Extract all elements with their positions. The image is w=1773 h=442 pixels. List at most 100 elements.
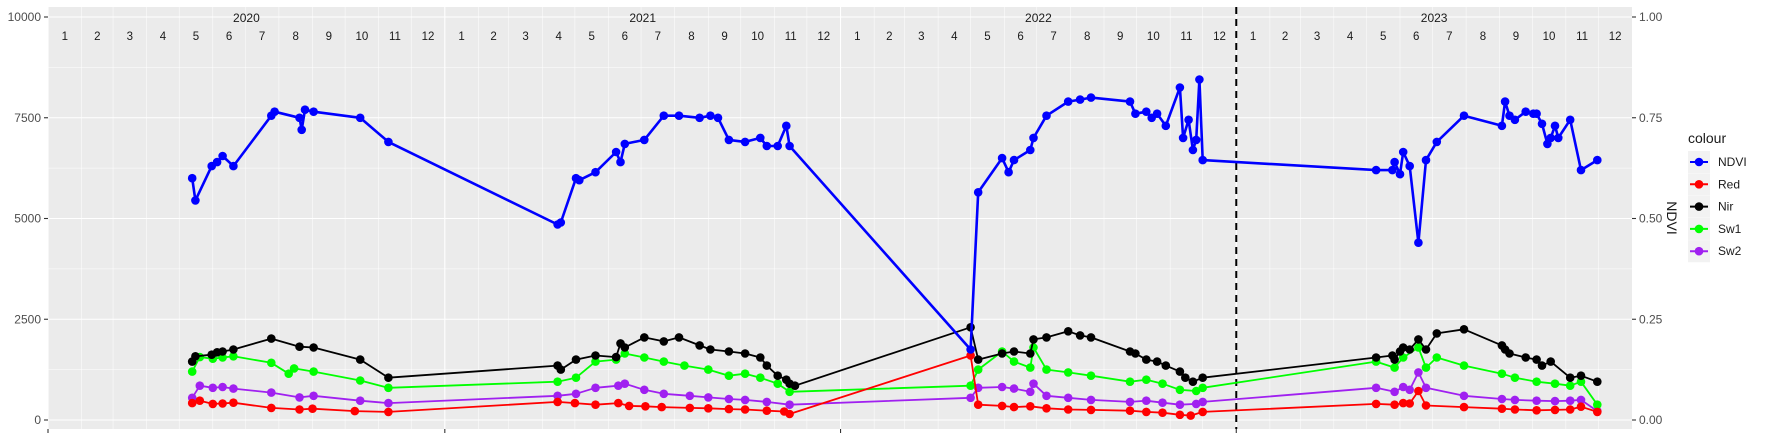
data-point (1459, 402, 1469, 412)
data-point (1390, 400, 1399, 410)
data-point (1554, 133, 1563, 143)
data-point (1521, 353, 1530, 362)
data-point (208, 383, 218, 393)
data-point (640, 353, 649, 362)
month-label: 7 (655, 31, 661, 43)
data-point (674, 333, 684, 342)
data-point (740, 349, 750, 358)
data-point (591, 167, 600, 177)
data-point (1158, 379, 1167, 389)
legend-item-ndvi: NDVI (1688, 151, 1747, 173)
data-point (355, 396, 365, 406)
data-point (1532, 355, 1541, 364)
month-label: 5 (193, 31, 199, 43)
month-label: 1 (854, 31, 860, 43)
data-point (640, 385, 649, 395)
data-point (1152, 357, 1162, 366)
data-point (1398, 147, 1408, 157)
month-label: 12 (1213, 31, 1226, 43)
month-label: 4 (1347, 31, 1354, 43)
data-point (611, 352, 621, 362)
data-point (553, 397, 562, 407)
data-point (1576, 395, 1586, 405)
month-label: 4 (555, 31, 562, 43)
data-point (1550, 121, 1560, 131)
data-point (1432, 329, 1442, 338)
data-point (1421, 345, 1431, 354)
month-label: 3 (127, 31, 133, 43)
data-point (724, 404, 734, 414)
data-point (1459, 325, 1469, 334)
data-point (571, 355, 581, 364)
data-point (620, 343, 630, 352)
data-point (1390, 363, 1399, 372)
data-point (1191, 386, 1201, 396)
month-label: 11 (1576, 31, 1588, 43)
month-label: 11 (785, 31, 797, 43)
data-point (1510, 395, 1520, 405)
month-label: 12 (1609, 31, 1622, 43)
data-point (284, 369, 294, 379)
data-point (1537, 119, 1547, 129)
data-point (611, 147, 621, 157)
legend-label: Red (1718, 177, 1740, 191)
data-point (785, 400, 794, 410)
data-point (350, 406, 360, 416)
month-label: 2 (490, 31, 496, 43)
data-point (1593, 400, 1602, 410)
month-label: 1 (1250, 31, 1256, 43)
data-point (1576, 371, 1586, 381)
data-point (591, 400, 600, 410)
data-point (657, 402, 666, 412)
data-point (208, 399, 218, 409)
y2-tick-label: 0.50 (1639, 212, 1663, 226)
month-label: 2 (94, 31, 100, 43)
data-point (1565, 373, 1575, 383)
data-point (1565, 396, 1575, 406)
data-point (740, 369, 750, 379)
data-point (1532, 377, 1541, 387)
data-point (1593, 407, 1602, 417)
data-point (1497, 404, 1507, 414)
month-label: 12 (817, 31, 830, 43)
data-point (1161, 361, 1171, 370)
legend-label: NDVI (1718, 155, 1747, 169)
data-point (1405, 345, 1414, 354)
data-point (966, 351, 975, 360)
data-point (762, 406, 772, 416)
data-point (355, 355, 365, 364)
data-point (218, 382, 227, 392)
data-point (640, 135, 649, 145)
data-point (1086, 93, 1096, 102)
data-point (1142, 107, 1151, 116)
data-point (1510, 115, 1520, 125)
data-point (267, 403, 276, 413)
data-point (773, 379, 782, 389)
data-point (997, 153, 1007, 163)
data-point (640, 333, 649, 342)
data-point (1497, 394, 1507, 404)
month-label: 6 (1413, 31, 1419, 43)
month-label: 3 (918, 31, 924, 43)
data-point (724, 135, 734, 145)
data-point (267, 334, 276, 343)
month-label: 8 (1084, 31, 1090, 43)
series-line (191, 354, 1598, 417)
series-ndvi (187, 75, 1602, 354)
data-point (384, 137, 393, 147)
data-point (570, 398, 580, 408)
y2-tick-label: 1.00 (1639, 10, 1663, 24)
legend-label: Sw1 (1718, 222, 1742, 236)
data-point (289, 364, 299, 373)
data-point (614, 398, 623, 408)
data-point (1131, 109, 1140, 118)
data-point (1158, 398, 1167, 408)
year-label: 2020 (233, 11, 260, 25)
data-point (620, 349, 630, 358)
data-point (674, 111, 684, 120)
month-label: 11 (389, 31, 401, 43)
data-point (1191, 135, 1201, 145)
data-point (267, 388, 276, 397)
data-point (659, 111, 669, 120)
